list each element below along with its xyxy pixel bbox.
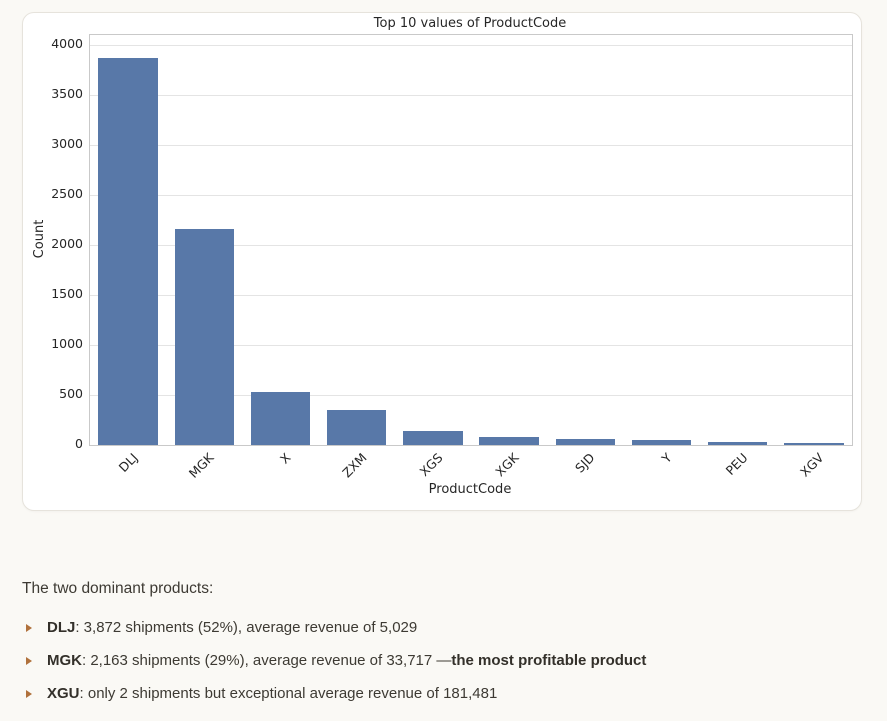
y-tick-4000: 4000 <box>51 36 83 51</box>
chart-title: Top 10 values of ProductCode <box>373 16 567 31</box>
bullet-text: : 3,872 shipments (52%), average revenue… <box>75 619 418 636</box>
bar-MGK <box>174 228 234 445</box>
bar-ZXM <box>327 410 387 445</box>
bullet-arrow-icon <box>26 690 32 698</box>
bar-Y <box>631 440 692 445</box>
gridline-2500 <box>90 195 852 196</box>
chart-card: Top 10 values of ProductCode Count 0 500 1… <box>22 12 862 511</box>
bullet-arrow-icon <box>26 657 32 665</box>
gridline-500 <box>90 395 852 396</box>
y-tick-2000: 2000 <box>51 236 83 251</box>
gridline-1500 <box>90 295 852 296</box>
bar-X <box>250 392 311 445</box>
bullet-arrow-icon <box>26 624 32 632</box>
x-axis-label: ProductCode <box>428 482 512 497</box>
bullet-item-0: DLJ: 3,872 shipments (52%), average reve… <box>22 617 867 638</box>
bullet-text-bold: the most profitable product <box>451 652 647 669</box>
y-tick-3500: 3500 <box>51 86 83 101</box>
bullet-text-bold: DLJ <box>47 619 76 636</box>
bullet-text: : only 2 shipments but exceptional avera… <box>79 685 498 702</box>
plot-area <box>89 34 853 446</box>
gridline-2000 <box>90 245 852 246</box>
gridline-1000 <box>90 345 852 346</box>
notes-intro: The two dominant products: <box>22 580 214 597</box>
bullet-text: : 2,163 shipments (29%), average revenue… <box>82 652 452 669</box>
bar-SJD <box>555 439 615 445</box>
gridline-4000 <box>90 45 852 46</box>
y-tick-2500: 2500 <box>51 186 83 201</box>
analysis-notes: The two dominant products: DLJ: 3,872 sh… <box>22 578 867 716</box>
bullet-item-2: XGU: only 2 shipments but exceptional av… <box>22 683 867 704</box>
bar-XGK <box>479 436 539 445</box>
y-tick-1000: 1000 <box>51 336 83 351</box>
bar-XGV <box>784 442 844 445</box>
gridline-3500 <box>90 95 852 96</box>
bullet-text-bold: XGU <box>47 685 80 702</box>
bar-DLJ <box>98 57 158 445</box>
y-tick-500: 500 <box>59 386 83 401</box>
y-tick-3000: 3000 <box>51 136 83 151</box>
notes-bullet-list: DLJ: 3,872 shipments (52%), average reve… <box>22 617 867 704</box>
bar-XGS <box>403 431 463 445</box>
gridline-3000 <box>90 145 852 146</box>
y-tick-0: 0 <box>75 436 83 451</box>
bar-PEU <box>708 441 768 445</box>
y-tick-1500: 1500 <box>51 286 83 301</box>
bullet-text-bold: MGK <box>47 652 82 669</box>
bullet-item-1: MGK: 2,163 shipments (29%), average reve… <box>22 650 867 671</box>
